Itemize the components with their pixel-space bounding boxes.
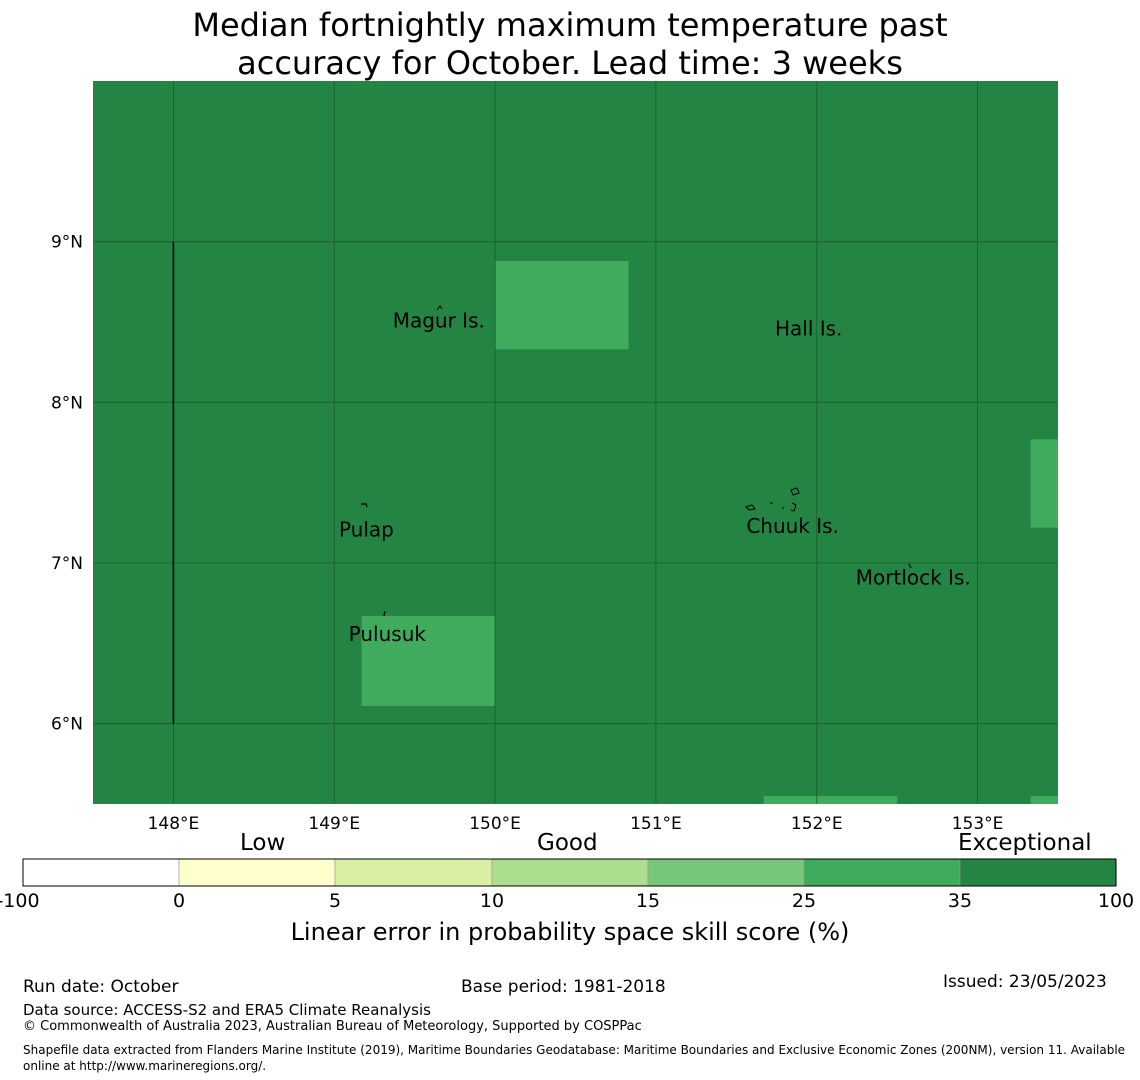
- place-label: Mortlock Is.: [856, 566, 971, 590]
- colorbar-tick: 100: [1097, 890, 1135, 912]
- lon-tick-label: 150°E: [469, 814, 521, 834]
- skill-cell-25-35: [495, 260, 629, 350]
- lon-tick-label: 152°E: [791, 814, 843, 834]
- place-label: Hall Is.: [775, 317, 842, 341]
- colorbar-segment: [334, 858, 493, 887]
- lon-tick-label: 148°E: [148, 814, 200, 834]
- data-source: Data source: ACCESS-S2 and ERA5 Climate …: [23, 1001, 431, 1019]
- colorbar-segment: [803, 858, 961, 887]
- colorbar-label: Linear error in probability space skill …: [290, 918, 850, 946]
- colorbar-segment: [959, 858, 1117, 887]
- colorbar-segment: [178, 858, 336, 887]
- colorbar-category-low: Low: [240, 830, 286, 856]
- island-outline: [908, 563, 912, 569]
- colorbar-segment: [647, 858, 805, 887]
- place-label: Pulusuk: [349, 622, 427, 646]
- skill-cell-25-35: [361, 616, 496, 706]
- colorbar-tick: -100: [0, 890, 40, 912]
- colorbar-tick: 5: [328, 890, 342, 912]
- lon-tick-label: 153°E: [952, 814, 1004, 834]
- colorbar-category-exceptional: Exceptional: [958, 830, 1092, 856]
- chart-title-line2: accuracy for October. Lead time: 3 weeks: [237, 44, 903, 82]
- run-date: Run date: October: [23, 977, 179, 997]
- lat-tick-label: 9°N: [51, 233, 83, 253]
- colorbar-tick: 25: [791, 890, 817, 912]
- colorbar-tick: 10: [479, 890, 505, 912]
- colorbar-category-good: Good: [537, 830, 598, 856]
- issued-date: Issued: 23/05/2023: [943, 972, 1107, 992]
- skill-cell-25-35: [1030, 795, 1058, 804]
- place-label: Pulap: [339, 517, 394, 541]
- base-period: Base period: 1981-2018: [461, 977, 666, 997]
- island-outline: [745, 487, 800, 512]
- colorbar-tick: 15: [635, 890, 661, 912]
- place-label: Chuuk Is.: [746, 514, 839, 538]
- colorbar-tick: 0: [172, 890, 186, 912]
- lon-tick-label: 149°E: [308, 814, 360, 834]
- colorbar-tick: 35: [947, 890, 973, 912]
- lat-tick-label: 6°N: [51, 715, 83, 735]
- colorbar-segment: [491, 858, 649, 887]
- lat-tick-label: 8°N: [51, 393, 83, 413]
- place-label: Magur Is.: [393, 309, 485, 333]
- shapefile-credit: Shapefile data extracted from Flanders M…: [23, 1043, 1126, 1073]
- map-background: [93, 81, 1058, 804]
- island-outline: [361, 503, 368, 508]
- island-outline: [436, 305, 443, 311]
- skill-cell-25-35: [1030, 439, 1058, 528]
- colorbar-segment: [22, 858, 180, 887]
- lat-tick-label: 7°N: [51, 554, 83, 574]
- skill-cell-25-35: [763, 795, 898, 804]
- lon-tick-label: 151°E: [630, 814, 682, 834]
- colorbar-frame: [22, 858, 1117, 887]
- copyright: © Commonwealth of Australia 2023, Austra…: [23, 1019, 642, 1034]
- chart-title-line1: Median fortnightly maximum temperature p…: [192, 6, 948, 44]
- island-outline: [383, 610, 386, 617]
